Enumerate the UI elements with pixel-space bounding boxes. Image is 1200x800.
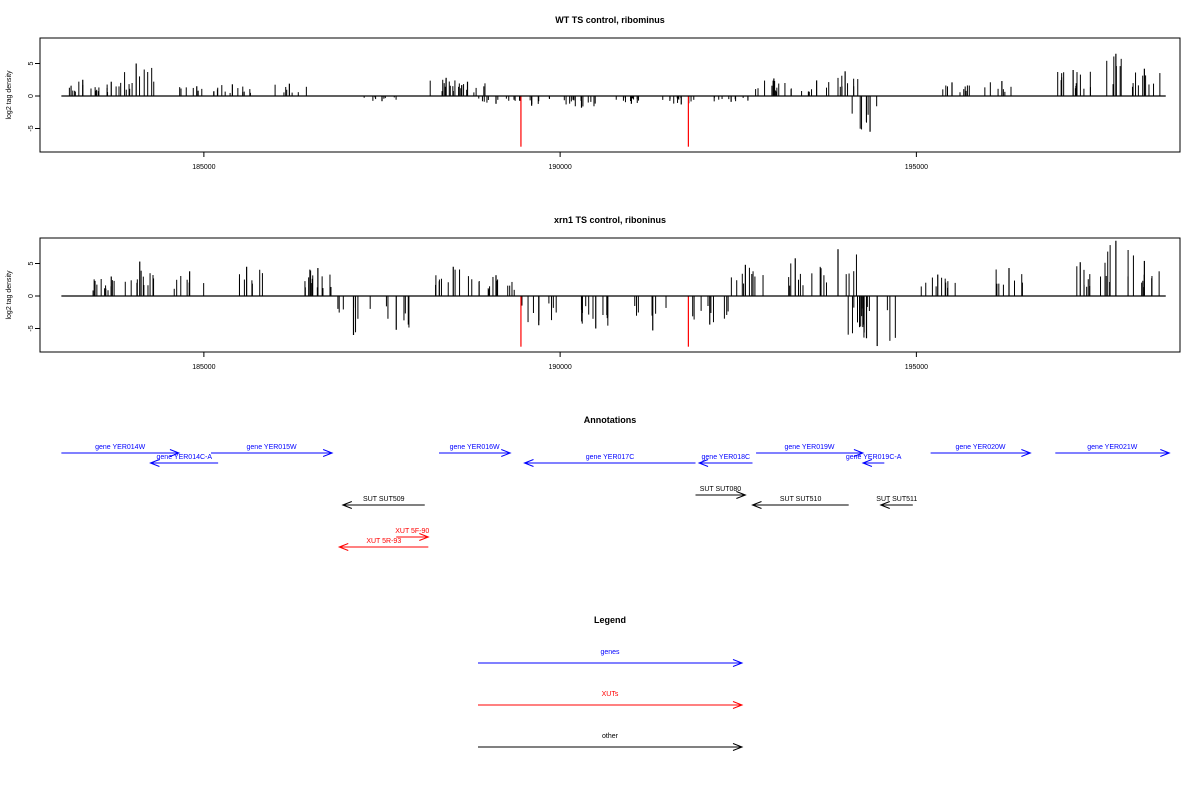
feature-label: SUT SUT511 xyxy=(876,496,917,503)
y-tick-label: 5 xyxy=(28,261,35,265)
feature-arrowhead xyxy=(322,449,334,457)
x-tick-label: 185000 xyxy=(192,164,215,171)
annotation-feature: SUT SUT511 xyxy=(876,496,917,509)
feature-arrowhead xyxy=(523,459,534,467)
y-tick-label: -5 xyxy=(28,325,35,331)
annotation-feature: gene YER015W xyxy=(211,444,334,457)
feature-arrowhead xyxy=(337,543,349,551)
xrn1-signal-bars xyxy=(92,240,1160,347)
x-tick-label: 190000 xyxy=(548,164,571,171)
feature-label: gene YER014C-A xyxy=(157,454,213,461)
annotation-feature: SUT SUT080 xyxy=(695,486,747,499)
annotation-feature: gene YER019W xyxy=(756,444,865,457)
legend-item: other xyxy=(478,733,744,751)
xrn1-track-panel: xrn1 TS control, riboninus log2 tag dens… xyxy=(6,215,1181,371)
feature-arrowhead xyxy=(341,501,352,509)
annotation-feature: gene YER020W xyxy=(930,444,1032,457)
x-tick-label: 195000 xyxy=(905,364,928,371)
feature-arrowhead xyxy=(853,449,865,457)
feature-label: XUT 5F-90 xyxy=(395,528,429,535)
annotation-feature: XUT 5R-93 xyxy=(337,538,429,551)
feature-label: SUT SUT080 xyxy=(700,486,742,493)
legend-arrowhead xyxy=(732,701,744,709)
feature-arrowhead xyxy=(149,459,160,467)
annotation-feature: gene YER016W xyxy=(439,444,512,457)
feature-label: gene YER014W xyxy=(95,444,145,451)
annotation-feature: gene YER017C xyxy=(523,454,696,467)
legend-arrowhead xyxy=(732,743,744,751)
legend: Legend genes XUTs other xyxy=(478,615,744,751)
legend-arrowhead xyxy=(732,659,744,667)
feature-arrowhead xyxy=(419,533,430,541)
feature-arrowhead xyxy=(751,501,762,509)
wt-track-title: WT TS control, ribominus xyxy=(555,15,665,25)
feature-label: gene YER017C xyxy=(586,454,635,461)
feature-label: SUT SUT509 xyxy=(363,496,405,503)
feature-arrowhead xyxy=(861,459,873,467)
annotation-feature: gene YER018C xyxy=(697,454,753,467)
annotation-feature: gene YER021W xyxy=(1055,444,1171,457)
x-tick-label: 190000 xyxy=(548,364,571,371)
annotation-feature: gene YER014C-A xyxy=(149,454,219,467)
feature-arrowhead xyxy=(879,501,890,509)
y-tick-label: 5 xyxy=(28,61,35,65)
wt-track-panel: WT TS control, ribominus log2 tag densit… xyxy=(6,15,1181,171)
annotation-features: gene YER014W gene YER014C-A gene YER015W ge… xyxy=(61,444,1171,551)
xrn1-track-title: xrn1 TS control, riboninus xyxy=(554,215,666,225)
feature-label: gene YER019C-A xyxy=(846,454,902,461)
legend-label: XUTs xyxy=(602,691,619,698)
wt-y-axis-label: log2 tag density xyxy=(6,70,13,120)
legend-label: other xyxy=(602,733,619,740)
feature-label: XUT 5R-93 xyxy=(366,538,401,545)
wt-axes: 5 0 -5 185000 190000 195000 xyxy=(28,61,1166,171)
feature-arrowhead xyxy=(697,459,709,467)
legend-item: genes xyxy=(478,649,744,667)
feature-arrowhead xyxy=(736,491,747,499)
y-tick-label: 0 xyxy=(28,294,35,298)
annotation-feature: SUT SUT509 xyxy=(341,496,425,509)
xrn1-axes: 5 0 -5 185000 190000 195000 xyxy=(28,261,1166,371)
density-texture xyxy=(92,245,1160,341)
y-tick-label: -5 xyxy=(28,125,35,131)
feature-label: gene YER019W xyxy=(784,444,834,451)
annotation-feature: gene YER019C-A xyxy=(846,454,902,467)
feature-label: gene YER018C xyxy=(702,454,751,461)
feature-arrowhead xyxy=(1160,449,1171,457)
x-tick-label: 195000 xyxy=(905,164,928,171)
wt-signal-bars xyxy=(68,53,1161,147)
annotation-feature: XUT 5F-90 xyxy=(395,528,430,541)
feature-label: gene YER016W xyxy=(450,444,500,451)
y-tick-label: 0 xyxy=(28,94,35,98)
annotation-feature: SUT SUT510 xyxy=(751,496,849,509)
annotations-title: Annotations xyxy=(584,415,637,425)
legend-items: genes XUTs other xyxy=(478,649,744,751)
legend-title: Legend xyxy=(594,615,626,625)
annotation-feature: gene YER014W xyxy=(61,444,181,457)
xrn1-plot-frame xyxy=(39,237,1181,353)
x-tick-label: 185000 xyxy=(192,364,215,371)
wt-plot-frame xyxy=(39,37,1181,153)
feature-arrowhead xyxy=(1021,449,1032,457)
feature-arrowhead xyxy=(169,449,181,457)
feature-label: gene YER015W xyxy=(247,444,297,451)
xrn1-y-axis-label: log2 tag density xyxy=(6,270,13,320)
feature-label: SUT SUT510 xyxy=(780,496,822,503)
feature-label: gene YER020W xyxy=(955,444,1005,451)
legend-item: XUTs xyxy=(478,691,744,709)
legend-label: genes xyxy=(600,649,620,656)
feature-arrowhead xyxy=(501,449,512,457)
feature-label: gene YER021W xyxy=(1087,444,1137,451)
